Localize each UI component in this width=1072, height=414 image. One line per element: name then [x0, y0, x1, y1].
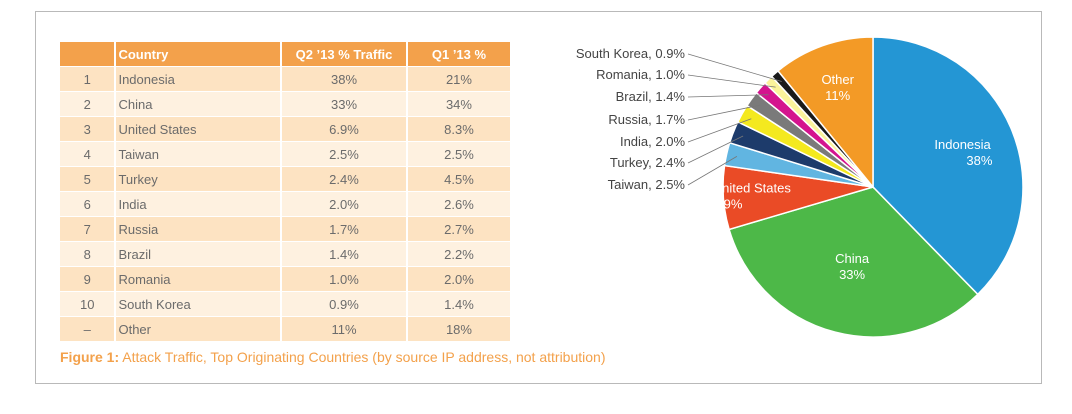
q2-traffic-cell: 1.0%	[282, 266, 408, 291]
figure-caption: Figure 1: Attack Traffic, Top Originatin…	[60, 349, 605, 365]
table-row: 7 Russia 1.7% 2.7%	[60, 216, 510, 241]
q2-traffic-cell: 38%	[282, 66, 408, 91]
table-row: 3 United States 6.9% 8.3%	[60, 116, 510, 141]
table-row: 6 India 2.0% 2.6%	[60, 191, 510, 216]
rank-cell: 3	[60, 116, 117, 141]
leader-line-taiwan	[687, 156, 738, 186]
slice-label-india: India, 2.0%	[620, 134, 685, 149]
caption-text: Attack Traffic, Top Originating Countrie…	[119, 349, 606, 365]
table-row: 10 South Korea 0.9% 1.4%	[60, 291, 510, 316]
rank-cell: 4	[60, 141, 117, 166]
rank-cell: 1	[60, 66, 117, 91]
table-row: – Other 11% 18%	[60, 316, 510, 341]
slice-label-indonesia: Indonesia 38%	[934, 137, 992, 168]
header-q1-traffic: Q1 ’13 %	[407, 42, 510, 66]
rank-cell: 6	[60, 191, 117, 216]
rank-cell: –	[60, 316, 117, 341]
country-cell: India	[116, 191, 283, 216]
q1-traffic-cell: 1.4%	[407, 291, 510, 316]
pie-slice-china	[728, 186, 979, 338]
q2-traffic-cell: 0.9%	[282, 291, 408, 316]
q1-traffic-cell: 4.5%	[407, 166, 510, 191]
q2-traffic-cell: 33%	[282, 91, 408, 116]
table-row: 5 Turkey 2.4% 4.5%	[60, 166, 510, 191]
q2-traffic-cell: 2.0%	[282, 191, 408, 216]
slice-label-turkey: Turkey, 2.4%	[610, 155, 686, 170]
rank-cell: 9	[60, 266, 117, 291]
leader-line-brazil	[687, 94, 769, 98]
table-row: 4 Taiwan 2.5% 2.5%	[60, 141, 510, 166]
slice-label-romania: Romania, 1.0%	[596, 67, 685, 82]
leader-line-south-korea	[687, 53, 782, 82]
header-rank	[60, 42, 117, 66]
rank-cell: 8	[60, 241, 117, 266]
q1-traffic-cell: 2.5%	[407, 141, 510, 166]
rank-cell: 10	[60, 291, 117, 316]
header-q2-traffic: Q2 ’13 % Traffic	[282, 42, 408, 66]
q2-traffic-cell: 1.4%	[282, 241, 408, 266]
slice-label-russia: Russia, 1.7%	[608, 112, 685, 127]
slice-label-china: China 33%	[835, 251, 870, 282]
table-row: 1 Indonesia 38% 21%	[60, 66, 510, 91]
q1-traffic-cell: 18%	[407, 316, 510, 341]
q2-traffic-cell: 1.7%	[282, 216, 408, 241]
country-cell: Romania	[116, 266, 283, 291]
country-cell: South Korea	[116, 291, 283, 316]
country-cell: Taiwan	[116, 141, 283, 166]
slice-label-south-korea: South Korea, 0.9%	[576, 46, 686, 61]
country-cell: United States	[116, 116, 283, 141]
leader-line-india	[687, 118, 752, 143]
country-cell: Other	[116, 316, 283, 341]
slice-label-brazil: Brazil, 1.4%	[616, 89, 686, 104]
leader-line-russia	[687, 104, 761, 121]
table-row: 9 Romania 1.0% 2.0%	[60, 266, 510, 291]
q1-traffic-cell: 2.0%	[407, 266, 510, 291]
header-country: Country	[116, 42, 283, 66]
q1-traffic-cell: 2.2%	[407, 241, 510, 266]
q2-traffic-cell: 2.5%	[282, 141, 408, 166]
country-cell: Brazil	[116, 241, 283, 266]
caption-label: Figure 1:	[60, 349, 120, 365]
country-cell: Indonesia	[116, 66, 283, 91]
slice-label-united-states: United States 6.9%	[713, 180, 792, 211]
traffic-table: Country Q2 ’13 % Traffic Q1 ’13 % 1 Indon…	[60, 42, 510, 341]
pie-slice-indonesia	[872, 36, 1024, 296]
table-row: 2 China 33% 34%	[60, 91, 510, 116]
table-header-row: Country Q2 ’13 % Traffic Q1 ’13 %	[60, 42, 510, 66]
slice-label-taiwan: Taiwan, 2.5%	[608, 177, 686, 192]
leader-line-turkey	[687, 135, 744, 164]
rank-cell: 5	[60, 166, 117, 191]
country-cell: Russia	[116, 216, 283, 241]
q2-traffic-cell: 11%	[282, 316, 408, 341]
q1-traffic-cell: 21%	[407, 66, 510, 91]
q2-traffic-cell: 6.9%	[282, 116, 408, 141]
q1-traffic-cell: 2.6%	[407, 191, 510, 216]
q1-traffic-cell: 8.3%	[407, 116, 510, 141]
rank-cell: 7	[60, 216, 117, 241]
country-cell: Turkey	[116, 166, 283, 191]
leader-line-romania	[687, 74, 776, 88]
q1-traffic-cell: 34%	[407, 91, 510, 116]
slice-label-other: Other 11%	[821, 72, 854, 103]
q1-traffic-cell: 2.7%	[407, 216, 510, 241]
country-cell: China	[116, 91, 283, 116]
table-row: 8 Brazil 1.4% 2.2%	[60, 241, 510, 266]
pie-slice-other	[776, 36, 874, 190]
rank-cell: 2	[60, 91, 117, 116]
q2-traffic-cell: 2.4%	[282, 166, 408, 191]
